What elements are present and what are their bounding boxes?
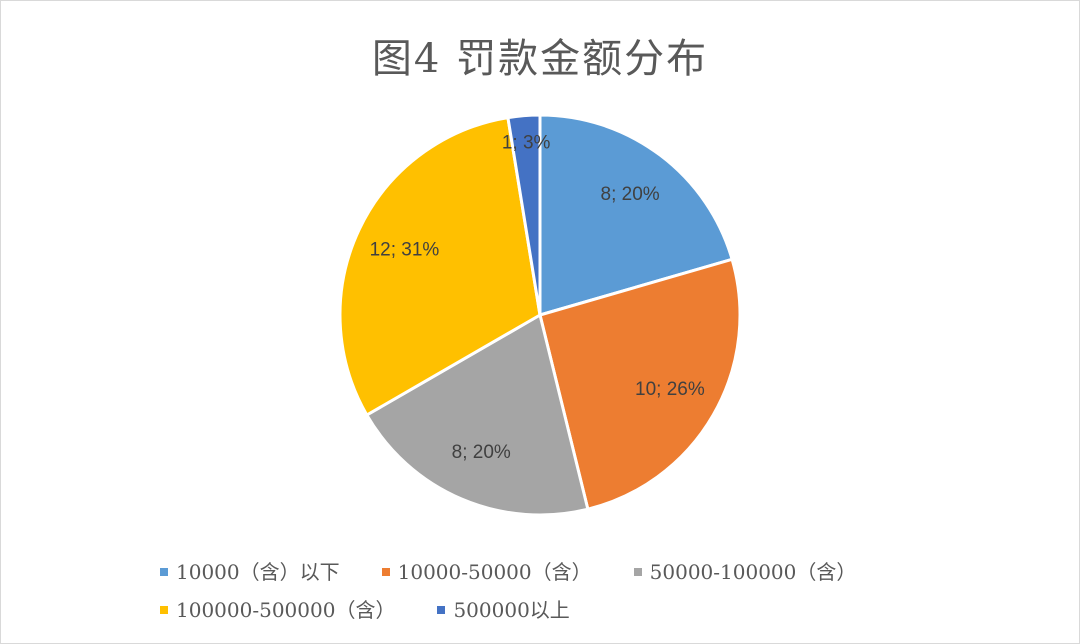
legend-swatch-4 bbox=[160, 605, 168, 614]
legend-item-1: 10000（含）以下 bbox=[160, 556, 340, 585]
legend-swatch-1 bbox=[160, 567, 168, 576]
legend-label-2: 10000-50000（含） bbox=[397, 560, 592, 584]
legend-label-3: 50000-100000（含） bbox=[649, 560, 857, 584]
pie-slice-3 bbox=[364, 312, 590, 517]
data-label-5: 1; 3% bbox=[502, 133, 551, 154]
legend-swatch-2 bbox=[381, 567, 390, 576]
pie-slice-5 bbox=[506, 113, 542, 316]
legend-swatch-3 bbox=[633, 567, 642, 576]
legend-swatch-5 bbox=[437, 605, 446, 614]
pie-slice-4 bbox=[338, 115, 542, 418]
pie-slice-1 bbox=[538, 113, 734, 317]
legend-label-5: 500000以上 bbox=[453, 598, 570, 622]
data-label-2: 10; 26% bbox=[635, 379, 705, 400]
legend-item-2: 10000-50000（含） bbox=[381, 556, 592, 585]
legend-item-4: 100000-500000（含） bbox=[160, 594, 395, 623]
legend-item-3: 50000-100000（含） bbox=[633, 556, 857, 585]
data-label-1: 8; 20% bbox=[601, 184, 660, 205]
pie-slice-2 bbox=[538, 257, 742, 512]
chart-legend: 10000（含）以下 10000-50000（含） 50000-100000（含） … bbox=[160, 556, 960, 632]
data-label-4: 12; 31% bbox=[370, 240, 440, 261]
legend-label-1: 10000（含）以下 bbox=[176, 560, 340, 584]
legend-row-2: 100000-500000（含） 500000以上 bbox=[160, 594, 960, 632]
legend-row-1: 10000（含）以下 10000-50000（含） 50000-100000（含） bbox=[160, 556, 960, 594]
chart-title: 图4 罚款金额分布 bbox=[371, 36, 709, 82]
data-label-3: 8; 20% bbox=[452, 442, 511, 463]
legend-item-5: 500000以上 bbox=[437, 594, 570, 623]
legend-label-4: 100000-500000（含） bbox=[176, 598, 396, 622]
